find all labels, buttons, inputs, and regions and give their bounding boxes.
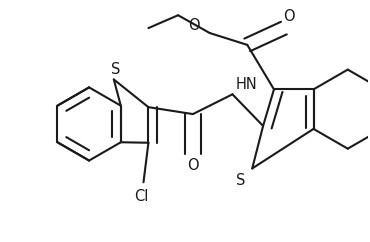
Text: O: O — [187, 158, 199, 173]
Text: O: O — [188, 18, 200, 33]
Text: O: O — [283, 9, 295, 24]
Text: Cl: Cl — [134, 189, 149, 204]
Text: S: S — [236, 173, 245, 188]
Text: S: S — [111, 62, 121, 77]
Text: HN: HN — [235, 77, 257, 92]
